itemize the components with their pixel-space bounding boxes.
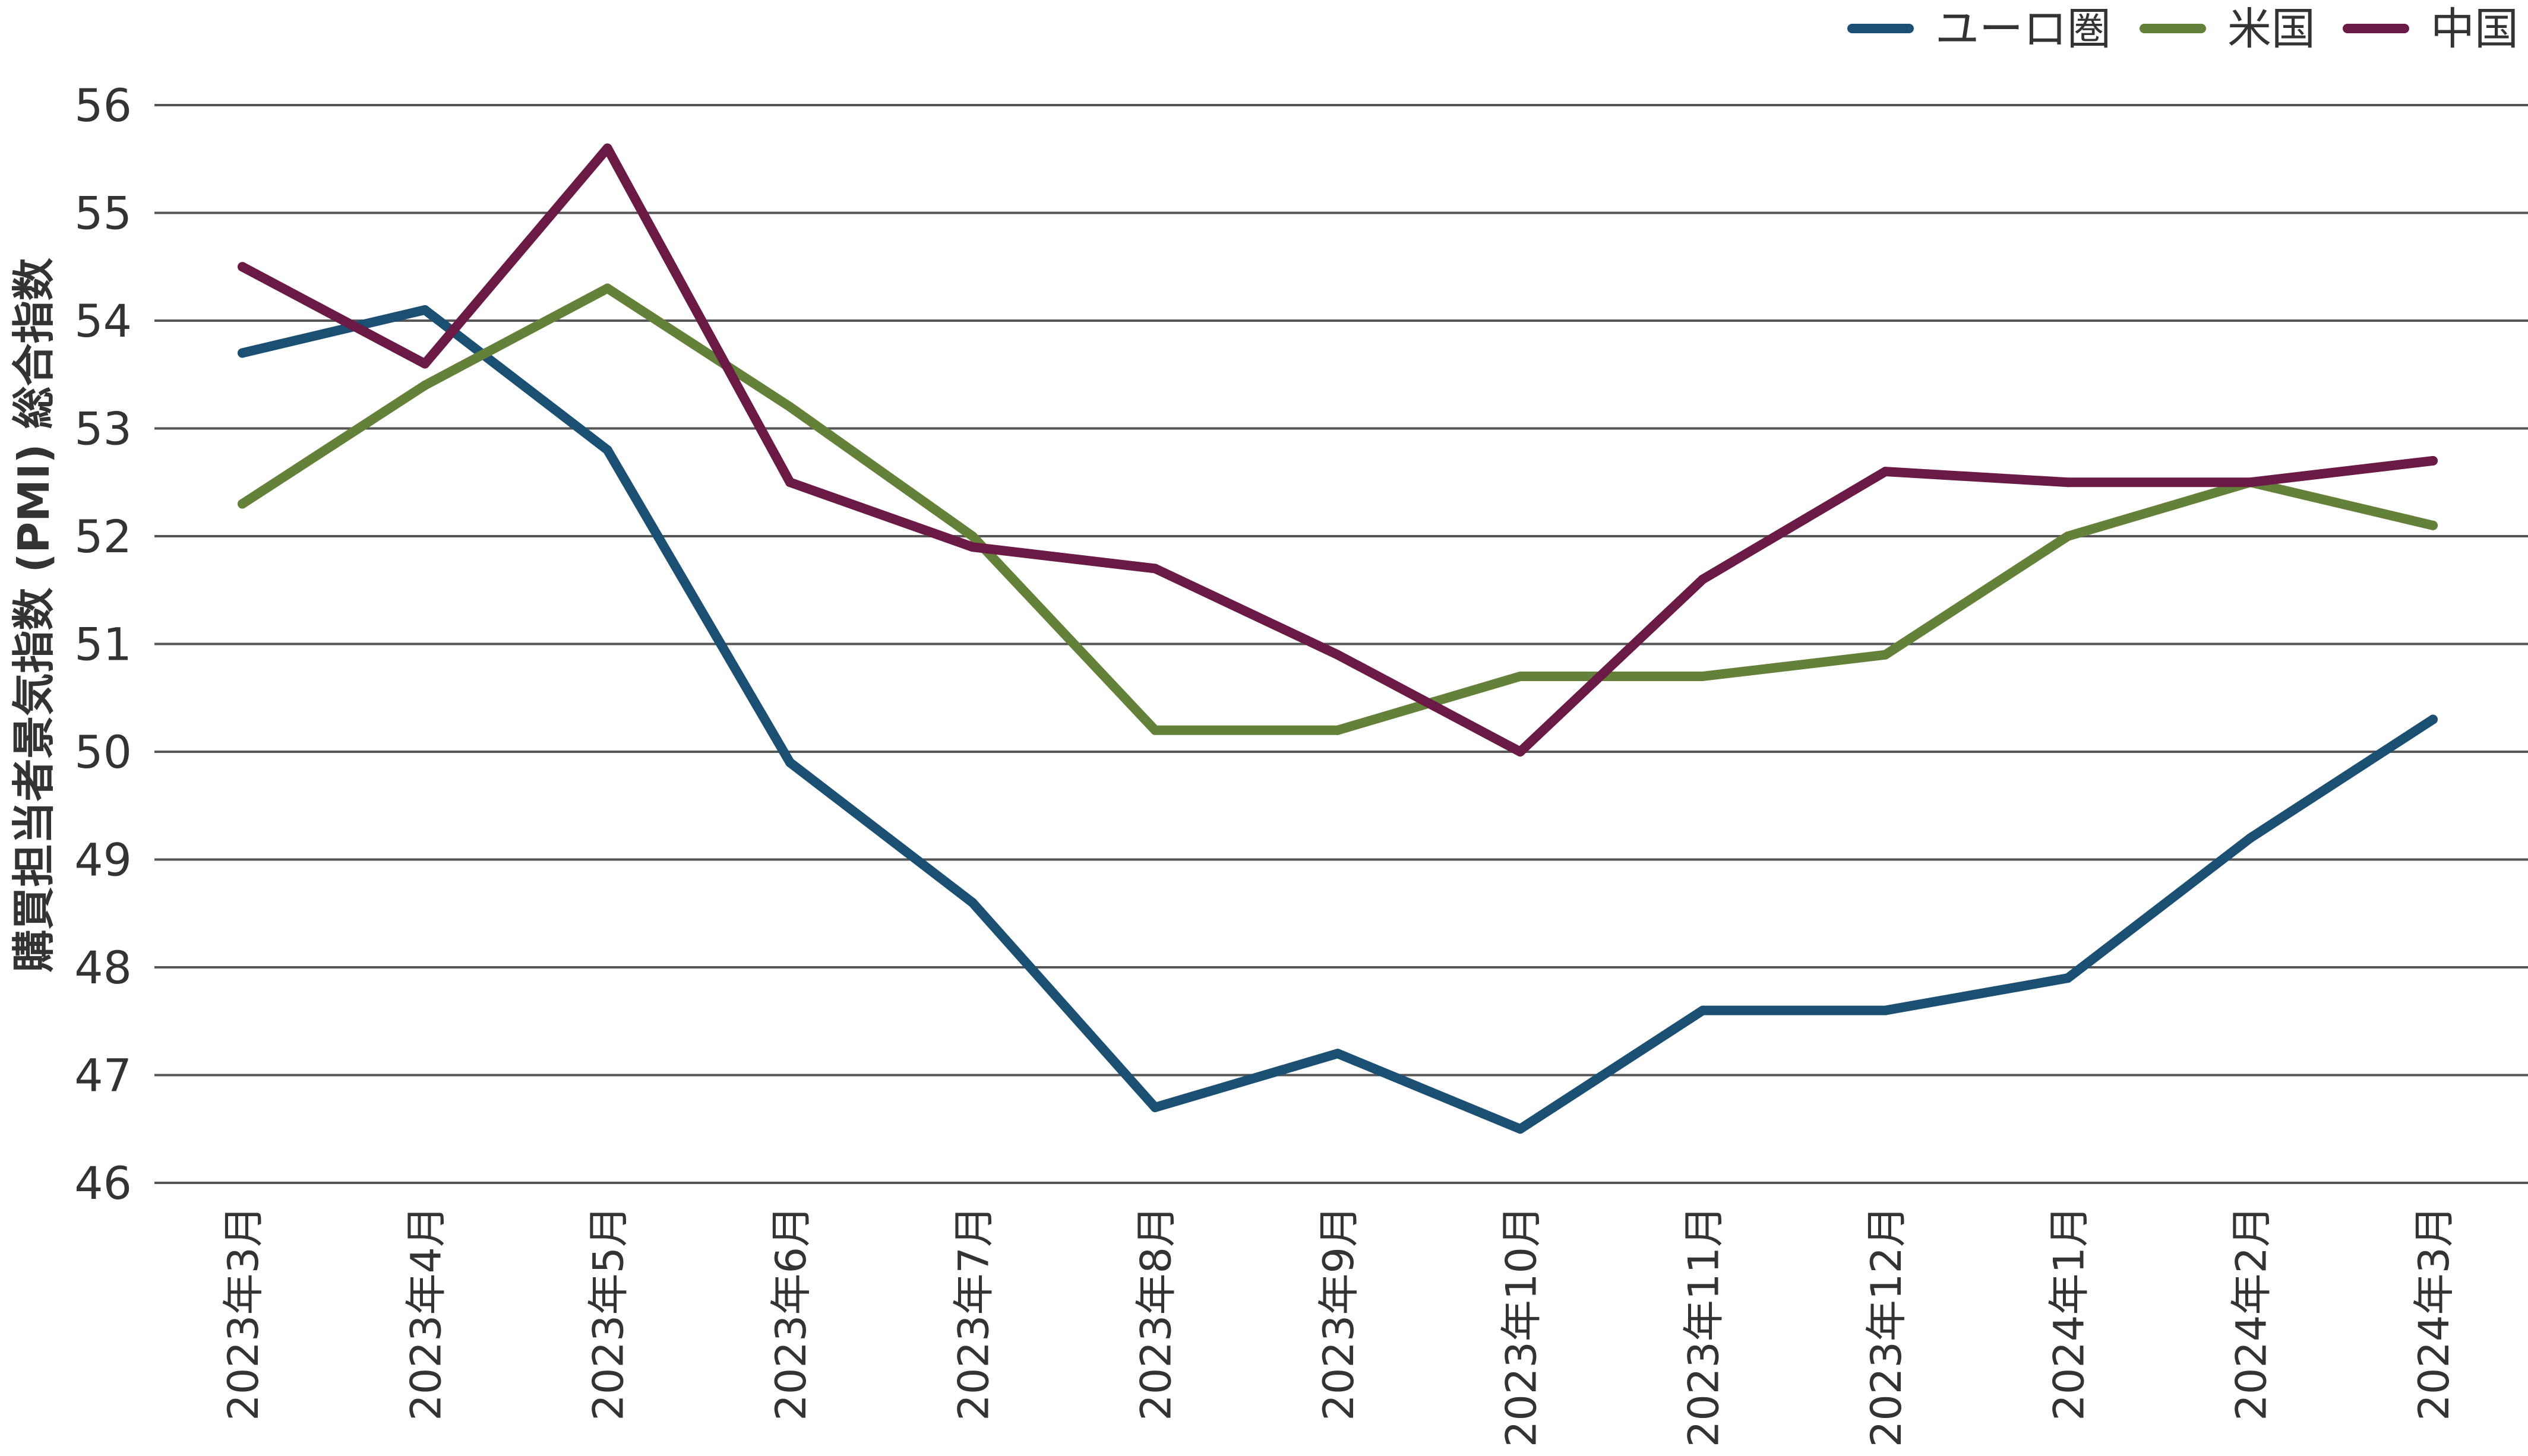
series-line-3: [238, 143, 2438, 757]
x-axis-ticks: 2023年3月 2023年4月 2023年5月 2023年6月 2023年7月 2023年…: [219, 1205, 2459, 1447]
data-point: [420, 380, 430, 390]
data-point: [1333, 725, 1342, 735]
data-point: [238, 348, 247, 358]
grid-layer: [154, 104, 2528, 1184]
data-point: [602, 445, 612, 455]
series-layer: [238, 143, 2438, 1134]
x-tick-label: 2024年1月: [2044, 1205, 2093, 1421]
legend: ユーロ圏 米国 中国: [1847, 4, 2518, 55]
data-point: [1881, 467, 1890, 477]
data-point: [2063, 531, 2073, 541]
legend-label: ユーロ圏: [1935, 4, 2111, 55]
data-point: [968, 531, 978, 541]
data-point: [238, 499, 247, 509]
data-point: [1150, 564, 1160, 574]
data-point: [1881, 1005, 1890, 1015]
y-axis-ticks: 46 47 48 49 50 51 52 53 54 55 56: [74, 79, 132, 1210]
data-point: [968, 542, 978, 552]
x-tick-label: 2023年6月: [767, 1205, 816, 1421]
data-point: [968, 898, 978, 908]
y-axis-label: 購買担当者景気指数 (PMI) 総合指数: [9, 258, 59, 972]
y-tick-label: 50: [74, 726, 132, 778]
x-tick-label: 2024年2月: [2227, 1205, 2276, 1421]
data-point: [2063, 477, 2073, 488]
x-tick-label: 2023年9月: [1314, 1205, 1363, 1421]
y-tick-label: 53: [74, 403, 132, 455]
x-tick-label: 2023年4月: [402, 1205, 450, 1421]
data-point: [2428, 455, 2438, 466]
data-point: [2245, 477, 2255, 488]
data-point: [2428, 520, 2438, 530]
y-tick-label: 49: [74, 834, 132, 887]
data-point: [2428, 714, 2438, 724]
data-point: [602, 283, 612, 293]
y-tick-label: 52: [74, 510, 132, 563]
data-point: [1333, 650, 1342, 660]
data-point: [1150, 725, 1160, 735]
data-point: [1698, 671, 1708, 681]
data-point: [420, 359, 430, 369]
x-tick-label: 2023年10月: [1497, 1205, 1546, 1447]
x-tick-label: 2023年11月: [1680, 1205, 1728, 1447]
data-point: [1515, 1124, 1525, 1134]
legend-label: 米国: [2227, 4, 2315, 55]
data-point: [1698, 574, 1708, 584]
y-tick-label: 55: [74, 187, 132, 240]
x-tick-label: 2023年8月: [1132, 1205, 1181, 1421]
y-tick-label: 46: [74, 1157, 132, 1210]
series-line-2: [238, 283, 2438, 735]
y-tick-label: 56: [74, 79, 132, 132]
y-tick-label: 48: [74, 941, 132, 994]
data-point: [1881, 650, 1890, 660]
data-point: [1333, 1049, 1342, 1059]
legend-label: 中国: [2431, 4, 2518, 55]
y-tick-label: 47: [74, 1049, 132, 1102]
x-tick-label: 2023年5月: [584, 1205, 633, 1421]
data-point: [2245, 833, 2255, 843]
data-point: [238, 262, 247, 272]
y-tick-label: 54: [74, 295, 132, 347]
data-point: [420, 305, 430, 315]
y-tick-label: 51: [74, 618, 132, 671]
data-point: [602, 143, 612, 153]
data-point: [785, 402, 795, 412]
data-point: [785, 477, 795, 488]
x-tick-label: 2023年7月: [949, 1205, 998, 1421]
data-point: [785, 758, 795, 768]
series-line-1: [238, 305, 2438, 1134]
x-tick-label: 2023年3月: [219, 1205, 268, 1421]
x-tick-label: 2023年12月: [1862, 1205, 1911, 1447]
data-point: [2063, 973, 2073, 983]
data-point: [1515, 747, 1525, 757]
data-point: [1515, 671, 1525, 681]
data-point: [1698, 1005, 1708, 1015]
x-tick-label: 2024年3月: [2410, 1205, 2459, 1421]
data-point: [1150, 1102, 1160, 1112]
